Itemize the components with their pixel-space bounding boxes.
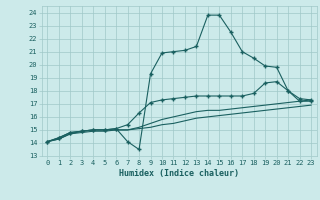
X-axis label: Humidex (Indice chaleur): Humidex (Indice chaleur)	[119, 169, 239, 178]
